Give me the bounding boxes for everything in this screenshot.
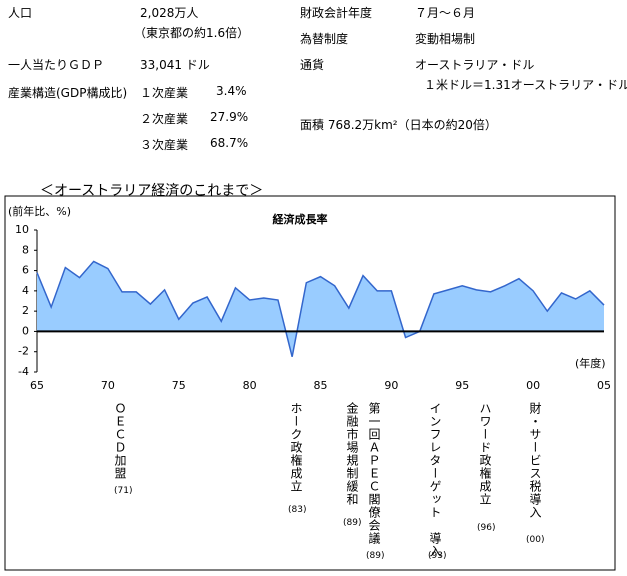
value: 33,041 ドル [140,58,210,72]
label: 一人当たりＧＤＰ [8,58,105,72]
y-tick-label: -4 [18,365,29,378]
event: ＯＥＣＤ加盟 [113,402,127,480]
label: 為替制度 [300,32,349,46]
note: （東京都の約1.6倍） [134,26,250,40]
chart-frame [4,195,616,571]
y-tick-label: 6 [22,264,29,277]
y-tick-label: 8 [22,243,29,256]
value: 3.4% [216,84,247,98]
event-year: (96) [477,523,496,533]
event: 第一回ＡＰＥＣ閣僚会議 [367,402,381,545]
event-year: (89) [343,518,362,528]
label: ２次産業 [140,112,189,126]
x-tick-label: 70 [101,379,115,392]
event-year: (83) [288,505,307,515]
value: ７月～６月 [415,6,476,20]
value: １米ドル＝1.31オーストラリア・ドル [424,78,627,92]
chart-title: 経済成長率 [273,212,328,226]
area [37,261,604,357]
label: 人口 [8,6,33,20]
y-tick-label: -2 [18,345,29,358]
event: 財・サービス税導入 [528,402,542,519]
x-tick-label: 85 [314,379,328,392]
line [36,260,605,357]
event: ハワード政権成立 [478,402,492,506]
y-tick-label: 10 [15,223,29,236]
y-axis-label: (前年比、%) [8,204,71,218]
value: 面積 768.2万km²（日本の約20倍） [300,118,497,132]
event-year: (00) [526,535,545,545]
event: ホーク政権成立 [289,402,303,493]
value: オーストラリア・ドル [415,58,535,72]
y-tick-label: 2 [22,304,29,317]
event-year: (89) [366,551,385,561]
value: 27.9% [210,110,249,124]
label: １次産業 [140,86,189,100]
label: 産業構造(GDP構成比) [8,86,128,100]
event-year: (71) [114,486,133,496]
label: 通貨 [300,58,325,72]
x-tick-label: 95 [455,379,469,392]
section-title: ＜オーストラリア経済のこれまで＞ [40,183,264,199]
label: ３次産業 [140,138,189,152]
y-tick-label: 4 [22,284,29,297]
label: 財政会計年度 [300,6,373,20]
x-tick-label: 75 [172,379,186,392]
x-axis-label: (年度) [575,356,606,370]
event: 金融市場規制緩和 [345,402,359,506]
x-tick-label: 90 [384,379,398,392]
event: インフレターゲット 導入 [428,402,442,558]
event-year: (93) [428,551,447,561]
value: 2,028万人 [140,6,199,20]
x-tick-label: 80 [243,379,257,392]
value: 68.7% [210,136,249,150]
x-tick-label: 00 [526,379,540,392]
x-tick-label: 65 [30,379,44,392]
y-tick-label: 0 [22,324,29,337]
value: 変動相場制 [415,32,476,46]
x-tick-label: 05 [597,379,611,392]
